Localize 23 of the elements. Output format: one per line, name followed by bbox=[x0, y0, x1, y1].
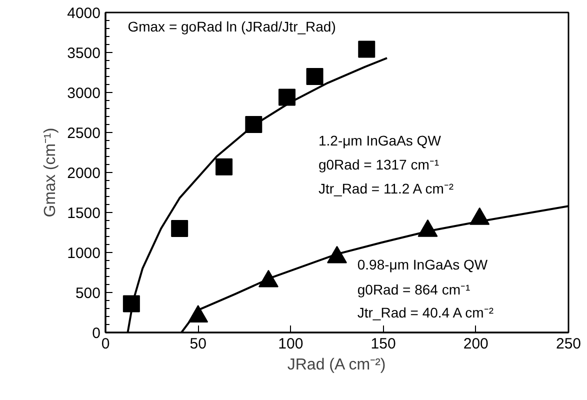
y-tick-label: 1000 bbox=[67, 245, 101, 262]
text: 1.2-μm InGaAs QW bbox=[318, 132, 442, 148]
annotation: g0Rad = 1317 cm⁻¹ bbox=[318, 156, 440, 172]
x-tick-label: 100 bbox=[278, 336, 304, 352]
y-tick-label: 0 bbox=[92, 325, 100, 342]
annotation: Jtr_Rad = 11.2 A cm⁻² bbox=[318, 180, 454, 196]
series-label: 0.98-μm InGaAs QW bbox=[357, 256, 488, 272]
y-tick-label: 2500 bbox=[67, 125, 101, 142]
x-tick-label: 50 bbox=[190, 336, 206, 352]
y-tick-label: 500 bbox=[75, 285, 101, 302]
annotation: Gmax = goRad ln (JRad/Jtr_Rad) bbox=[128, 18, 336, 34]
y-axis-title: Gmax (cm⁻¹) bbox=[42, 128, 60, 218]
x-tick-label: 250 bbox=[556, 336, 582, 352]
annotation: g0Rad = 864 cm⁻¹ bbox=[357, 281, 470, 298]
x-tick-label: 200 bbox=[463, 336, 488, 352]
annotation: Jtr_Rad = 40.4 A cm⁻² bbox=[357, 304, 494, 320]
y-tick-label: 3000 bbox=[67, 85, 101, 102]
x-tick-label: 150 bbox=[370, 336, 396, 352]
y-tick-label: 3500 bbox=[67, 45, 101, 62]
x-axis-title: JRad (A cm⁻²) bbox=[287, 356, 386, 374]
y-tick-label: 2000 bbox=[67, 165, 101, 182]
y-tick-label: 4000 bbox=[67, 5, 101, 22]
y-tick-label: 1500 bbox=[67, 205, 101, 222]
